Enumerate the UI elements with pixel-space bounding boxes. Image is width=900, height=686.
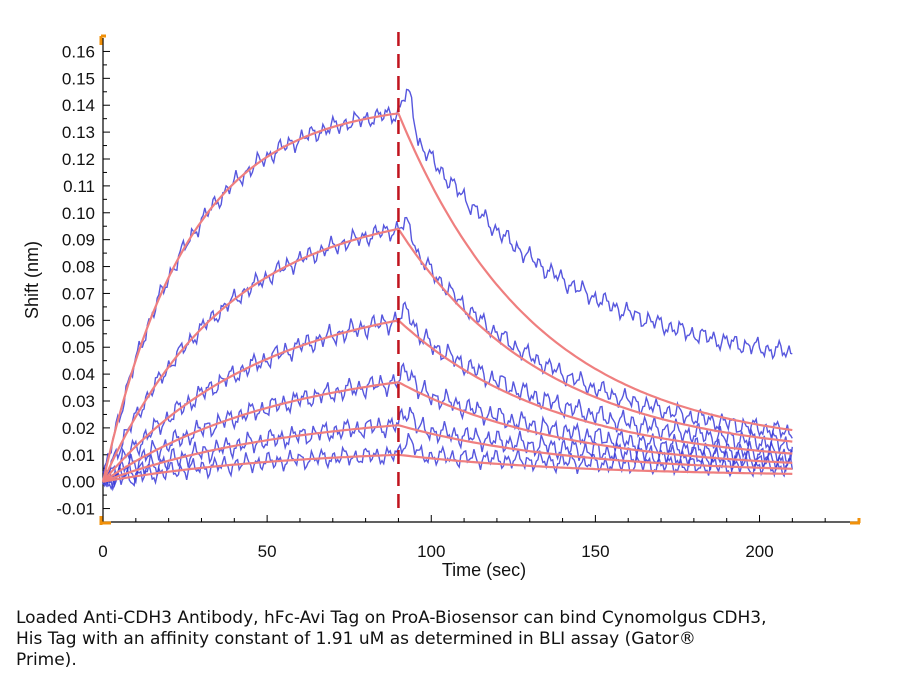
y-tick-label: 0.06 [62,311,95,330]
y-tick-label: 0.00 [62,473,95,492]
y-tick-label: 0.11 [63,177,95,196]
x-axis-title: Time (sec) [442,560,526,580]
measured-trace [102,362,793,489]
y-tick-label: 0.03 [62,392,95,411]
bli-sensorgram-chart: -0.01 0.00 0.01 0.02 0.03 0.04 0.05 0.06 0.07 0.0… [22,32,861,580]
y-tick-label: 0.09 [62,231,95,250]
y-tick-label: 0.01 [62,446,95,465]
y-tick-label: -0.01 [56,500,95,519]
x-tick-label: 0 [98,542,107,561]
y-axis: -0.01 0.00 0.01 0.02 0.03 0.04 0.05 0.06 0.07 0.0… [56,34,110,525]
x-tick-label: 100 [417,542,445,561]
fit-traces [101,112,793,483]
y-axis-title: Shift (nm) [22,241,42,319]
y-axis-top-handle [99,34,106,45]
fit-curve [101,227,793,483]
y-tick-label: 0.07 [62,284,95,303]
measured-trace [102,88,793,482]
x-tick-label: 150 [581,542,609,561]
x-tick-label: 200 [745,542,773,561]
fit-curve [102,453,793,483]
measured-trace [102,406,793,492]
y-tick-label: 0.10 [62,204,95,223]
fit-curve [102,424,793,483]
measured-traces [102,88,793,492]
fit-curve [102,381,793,483]
fit-curve [102,319,793,483]
y-tick-label: 0.02 [62,419,95,438]
figure-caption: Loaded Anti-CDH3 Antibody, hFc-Avi Tag o… [16,608,767,670]
y-tick-label: 0.16 [62,42,95,61]
x-axis-right-handle [850,518,861,525]
y-tick-label: 0.12 [62,150,95,169]
measured-trace [102,301,793,486]
y-tick-label: 0.04 [62,365,95,384]
y-tick-label: 0.05 [62,338,95,357]
fit-curve [101,112,793,482]
y-tick-label: 0.08 [62,258,95,277]
y-tick-label: 0.14 [62,96,95,115]
x-tick-label: 50 [258,542,277,561]
y-tick-label: 0.15 [62,69,95,88]
y-tick-label: 0.13 [62,123,95,142]
x-axis: 0 50 100 150 200 [98,515,861,561]
